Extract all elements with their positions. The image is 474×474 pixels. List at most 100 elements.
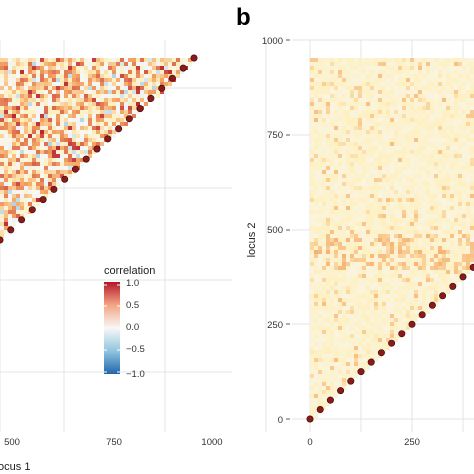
- panel-b-heatmap-cell: [414, 98, 418, 102]
- panel-b-heatmap-cell: [374, 66, 378, 70]
- panel-b-heatmap-cell: [374, 202, 378, 206]
- panel-b-heatmap-cell: [402, 94, 406, 98]
- panel-a-heatmap-cell: [16, 134, 20, 138]
- panel-b-heatmap-cell: [322, 322, 326, 326]
- panel-b-heatmap-cell: [382, 346, 386, 350]
- panel-b-heatmap-cell: [350, 370, 354, 374]
- panel-b-heatmap-cell: [470, 94, 474, 98]
- panel-b-heatmap-cell: [418, 198, 422, 202]
- panel-a-heatmap-cell: [88, 150, 92, 154]
- panel-a-heatmap-cell: [76, 154, 80, 158]
- panel-a-heatmap-cell: [0, 206, 4, 210]
- panel-b-heatmap-cell: [446, 230, 450, 234]
- panel-a-heatmap-cell: [8, 198, 12, 202]
- panel-b-heatmap-cell: [418, 262, 422, 266]
- panel-b-heatmap-cell: [350, 158, 354, 162]
- panel-a-heatmap-cell: [108, 58, 112, 62]
- panel-b-heatmap-cell: [394, 122, 398, 126]
- panel-b-heatmap-cell: [346, 314, 350, 318]
- panel-b-heatmap-cell: [398, 190, 402, 194]
- panel-b-heatmap-cell: [394, 274, 398, 278]
- panel-b-heatmap-cell: [410, 286, 414, 290]
- panel-b-heatmap-cell: [350, 222, 354, 226]
- panel-b-heatmap-cell: [338, 322, 342, 326]
- panel-a-heatmap-cell: [84, 86, 88, 90]
- panel-b-heatmap-cell: [314, 322, 318, 326]
- panel-a-x-axis-title: locus 1: [0, 461, 30, 473]
- panel-b-heatmap-cell: [370, 58, 374, 62]
- panel-a-heatmap-cell: [12, 146, 16, 150]
- panel-b-heatmap-cell: [414, 150, 418, 154]
- panel-a-heatmap-cell: [68, 114, 72, 118]
- panel-b-heatmap-cell: [410, 314, 414, 318]
- panel-b-heatmap-cell: [470, 102, 474, 106]
- panel-a-heatmap-cell: [76, 78, 80, 82]
- panel-b-heatmap-cell: [402, 318, 406, 322]
- panel-b-heatmap-cell: [362, 142, 366, 146]
- panel-b-heatmap-cell: [466, 82, 470, 86]
- panel-b-heatmap-cell: [354, 274, 358, 278]
- panel-b-heatmap-cell: [454, 62, 458, 66]
- panel-a-heatmap-cell: [64, 174, 68, 178]
- panel-b-heatmap-cell: [350, 254, 354, 258]
- panel-b-heatmap-cell: [386, 58, 390, 62]
- panel-a-heatmap-cell: [24, 126, 28, 130]
- panel-b-heatmap-cell: [370, 230, 374, 234]
- panel-b-heatmap-cell: [466, 182, 470, 186]
- panel-b-heatmap-cell: [322, 82, 326, 86]
- panel-b-heatmap-cell: [398, 178, 402, 182]
- panel-b-heatmap-cell: [358, 274, 362, 278]
- panel-b-heatmap-cell: [334, 118, 338, 122]
- panel-b-heatmap-cell: [450, 78, 454, 82]
- panel-b-heatmap-cell: [374, 130, 378, 134]
- panel-b-heatmap-cell: [362, 206, 366, 210]
- panel-b-heatmap-cell: [330, 194, 334, 198]
- panel-b-heatmap-cell: [338, 330, 342, 334]
- panel-b-heatmap-cell: [318, 398, 322, 402]
- panel-b-heatmap-cell: [466, 218, 470, 222]
- panel-b-heatmap-cell: [350, 238, 354, 242]
- panel-a-heatmap-cell: [8, 78, 12, 82]
- panel-b-heatmap-cell: [362, 330, 366, 334]
- panel-b-heatmap-cell: [354, 174, 358, 178]
- panel-b-heatmap-cell: [354, 270, 358, 274]
- panel-b-heatmap-cell: [470, 210, 474, 214]
- panel-a-heatmap-cell: [8, 194, 12, 198]
- panel-b-heatmap-cell: [450, 246, 454, 250]
- panel-b-heatmap-cell: [378, 238, 382, 242]
- panel-b-heatmap-cell: [430, 242, 434, 246]
- panel-b-heatmap-cell: [470, 118, 474, 122]
- panel-b-heatmap-cell: [314, 386, 318, 390]
- panel-b-heatmap-cell: [450, 58, 454, 62]
- panel-b-heatmap-cell: [358, 62, 362, 66]
- panel-a-heatmap-cell: [112, 134, 116, 138]
- panel-b-heatmap-cell: [462, 210, 466, 214]
- panel-b-heatmap-cell: [346, 194, 350, 198]
- panel-b-heatmap-cell: [458, 138, 462, 142]
- panel-b-heatmap-cell: [350, 246, 354, 250]
- panel-a-heatmap-cell: [164, 66, 168, 70]
- panel-b-heatmap-cell: [446, 82, 450, 86]
- panel-a-heatmap-cell: [16, 102, 20, 106]
- panel-b-heatmap-cell: [318, 318, 322, 322]
- panel-b-heatmap-cell: [454, 178, 458, 182]
- panel-b-heatmap-cell: [342, 334, 346, 338]
- panel-a-heatmap-cell: [12, 66, 16, 70]
- panel-a-heatmap-cell: [164, 70, 168, 74]
- panel-b-heatmap-cell: [310, 406, 314, 410]
- panel-b-heatmap-cell: [450, 266, 454, 270]
- panel-b-heatmap-cell: [382, 190, 386, 194]
- panel-b-heatmap-cell: [398, 138, 402, 142]
- panel-b-heatmap-cell: [330, 106, 334, 110]
- panel-b-heatmap-cell: [398, 150, 402, 154]
- panel-b-heatmap-cell: [338, 282, 342, 286]
- panel-b-heatmap-cell: [318, 298, 322, 302]
- panel-b-heatmap-cell: [350, 70, 354, 74]
- panel-b-heatmap-cell: [430, 138, 434, 142]
- panel-b-heatmap-cell: [442, 126, 446, 130]
- panel-b-heatmap-cell: [454, 78, 458, 82]
- panel-a-heatmap-cell: [56, 170, 60, 174]
- panel-a-heatmap-cell: [156, 86, 160, 90]
- panel-b-heatmap-cell: [410, 178, 414, 182]
- panel-a-heatmap-cell: [28, 110, 32, 114]
